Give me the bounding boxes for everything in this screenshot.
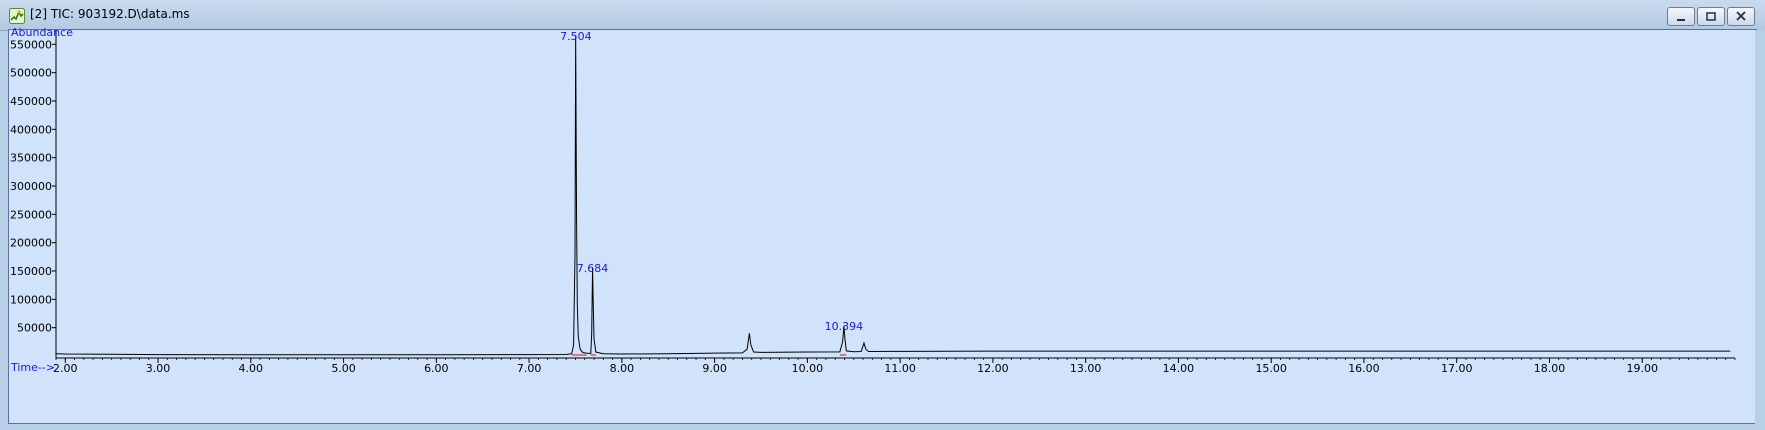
restore-icon [1706, 12, 1716, 21]
y-tick-label: 50000 [17, 322, 52, 335]
y-tick-label: 550000 [10, 38, 52, 51]
title-bar[interactable]: [2] TIC: 903192.D\data.ms [0, 0, 1765, 31]
y-tick-label: 500000 [10, 67, 52, 80]
x-tick-label: 5.00 [331, 362, 356, 375]
y-tick-label: 450000 [10, 95, 52, 108]
x-tick-label: 3.00 [146, 362, 171, 375]
close-button[interactable] [1727, 7, 1755, 26]
x-tick-label: 18.00 [1534, 362, 1566, 375]
window-edge [1755, 30, 1765, 430]
x-tick-label: 13.00 [1070, 362, 1102, 375]
x-tick-label: 14.00 [1163, 362, 1195, 375]
peak-label: 7.504 [560, 30, 592, 43]
axes [55, 30, 1735, 359]
x-tick-label: 17.00 [1441, 362, 1473, 375]
x-axis-label: Time--> [10, 361, 55, 374]
x-tick-label: 2.00 [53, 362, 78, 375]
labels: Abundance Time--> 50000 100000 150000 200000 2… [10, 26, 1658, 375]
peak-label: 7.684 [577, 262, 609, 275]
x-tick-label: 6.00 [424, 362, 449, 375]
x-tick-label: 19.00 [1626, 362, 1658, 375]
x-tick-label: 15.00 [1255, 362, 1287, 375]
minimize-button[interactable] [1667, 7, 1695, 26]
chromatogram-icon [9, 8, 25, 24]
x-tick-label: 4.00 [239, 362, 264, 375]
x-tick-label: 11.00 [884, 362, 916, 375]
x-tick-label: 9.00 [702, 362, 727, 375]
y-tick-label: 200000 [10, 237, 52, 250]
window-title: [2] TIC: 903192.D\data.ms [30, 7, 190, 21]
y-tick-label: 250000 [10, 208, 52, 221]
minimize-icon [1677, 19, 1685, 21]
close-icon [1736, 11, 1746, 21]
y-tick-label: 150000 [10, 265, 52, 278]
x-tick-label: 8.00 [610, 362, 635, 375]
tic-trace [55, 35, 1731, 356]
x-tick-label: 7.00 [517, 362, 542, 375]
y-tick-label: 300000 [10, 180, 52, 193]
y-tick-label: 400000 [10, 123, 52, 136]
x-tick-label: 16.00 [1348, 362, 1380, 375]
y-tick-label: 350000 [10, 152, 52, 165]
x-tick-label: 10.00 [792, 362, 824, 375]
restore-button[interactable] [1697, 7, 1725, 26]
x-tick-label: 12.00 [977, 362, 1009, 375]
y-tick-label: 100000 [10, 293, 52, 306]
y-axis-label: Abundance [11, 26, 73, 39]
peak-label: 10.394 [825, 320, 864, 333]
ticks [52, 43, 1736, 363]
